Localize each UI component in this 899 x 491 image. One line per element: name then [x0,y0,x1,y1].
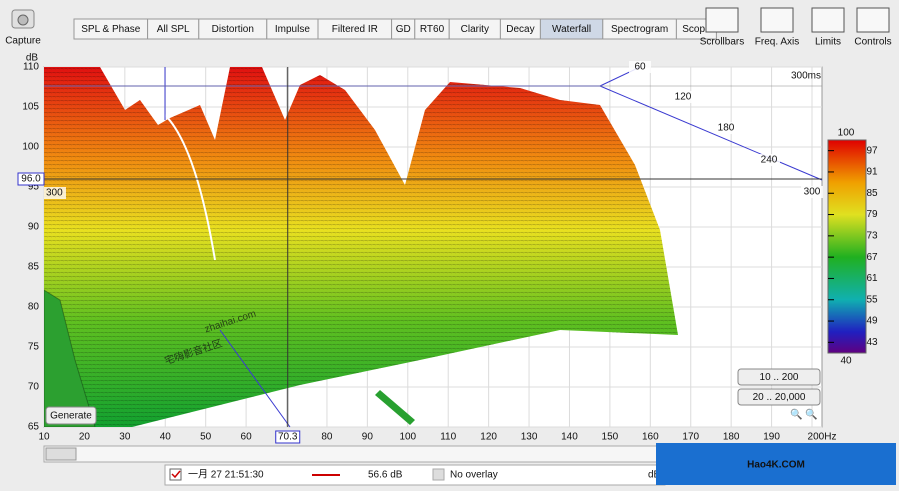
colorbar-label: 91 [866,167,878,178]
range-label: 20 .. 20,000 [753,392,806,403]
tab-label: Scope [682,24,711,35]
y-tick-label: 80 [28,302,40,313]
time-corner: 300ms [791,71,821,82]
y-tick-label: 65 [28,422,40,433]
x-tick-label: 10 [38,432,50,443]
colorbar-label: 43 [866,337,878,348]
status-date: 一月 27 21:51:30 [188,469,264,481]
status-extra: dB [648,470,661,481]
tool-label: Scrollbars [700,37,744,48]
tab-label: GD [396,24,411,35]
x-tick-label: 170 [682,432,699,443]
tool-icon[interactable] [856,7,890,33]
x-tick-label: 100 [399,432,416,443]
colorbar-label: 40 [840,356,852,367]
generate-label: Generate [50,411,92,422]
time-label: 240 [761,155,778,166]
x-tick-label: 60 [241,432,253,443]
y-tick-label: 75 [28,342,40,353]
x-tick-label: 40 [160,432,172,443]
colorbar-label: 85 [866,188,878,199]
x-tick-label: 190 [763,432,780,443]
tool-icon[interactable] [811,7,845,33]
tab-label: RT60 [420,24,445,35]
tool-label: Controls [854,37,891,48]
colorbar-label: 49 [866,316,878,327]
status-level: 56.6 dB [368,470,403,481]
tool-icon[interactable] [760,7,794,33]
scroll-thumb[interactable] [45,447,77,461]
y-tick-label: 85 [28,262,40,273]
tab-label: Spectrogram [611,24,668,35]
time-box [672,91,694,103]
x-tick-label: 120 [480,432,497,443]
x-tick-label: 30 [119,432,131,443]
time-box [801,186,823,198]
tab-label: Distortion [212,24,254,35]
generate-button[interactable]: Generate [45,406,97,425]
tool-icon[interactable] [705,7,739,33]
x-tick-label: 150 [602,432,619,443]
x-tick-label: 80 [321,432,333,443]
colorbar-label: 97 [866,145,878,156]
x-tick-label: 50 [200,432,212,443]
colorbar-label: 55 [866,294,878,305]
x-tick-label: 110 [440,432,456,443]
time-label: 120 [675,92,692,103]
time-label: 180 [718,123,735,134]
tab-label: Decay [506,24,534,35]
colorbar-label: 79 [866,209,878,220]
capture-label: Capture [5,36,41,47]
x-tick-label: 20 [79,432,91,443]
x-tick-label: 200Hz [808,432,837,443]
colorbar-label: 67 [866,252,878,263]
time-front: 300 [46,188,63,199]
x-tick-label: 140 [561,432,578,443]
time-box [758,154,780,166]
capture-button[interactable] [11,9,35,29]
time-label: 300 [804,187,821,198]
tab-label: All SPL [157,24,190,35]
tab-label: Impulse [275,24,310,35]
x-tick-label: 180 [723,432,740,443]
time-box [715,122,737,134]
tab-label: SPL & Phase [81,24,141,35]
tool-label: Freq. Axis [755,37,799,48]
y-tick-label: 70 [28,382,40,393]
waterfall-surface [44,67,678,427]
x-tick-label: 90 [362,432,374,443]
y-tick-label: 95 [28,182,40,193]
tab-label: Filtered IR [332,24,378,35]
y-tick-label: 90 [28,222,40,233]
colorbar-label: 100 [838,128,855,139]
brand-badge [656,443,896,485]
tab-label: Clarity [461,24,489,35]
zoom-icons[interactable]: 🔍 🔍 [790,408,818,421]
time-box [629,61,651,73]
y-tick-label: 100 [22,142,39,153]
cursor-y: 96.0 [21,174,41,185]
range-label: 10 .. 200 [760,372,799,383]
range-button[interactable] [737,388,821,406]
x-tick-label: 160 [642,432,659,443]
tool-label: Limits [815,37,841,48]
y-tick-label: 110 [23,62,39,73]
brand: Hao4K.COM [747,460,805,471]
colorbar-label: 73 [866,230,878,241]
y-tick-label: 105 [22,102,39,113]
colorbar-label: 61 [866,273,878,284]
colorbar [827,139,867,354]
cursor-y-box [17,172,45,186]
time-label: 60 [634,62,646,73]
tab-label: Waterfall [552,24,591,35]
x-tick-label: 130 [521,432,538,443]
cursor-x: 70.3 [278,432,298,443]
range-button[interactable] [737,368,821,386]
y-unit: dB [26,53,39,64]
checkbox[interactable] [169,468,182,481]
cursor-x-box [275,430,301,444]
status-overlay: No overlay [450,470,498,481]
